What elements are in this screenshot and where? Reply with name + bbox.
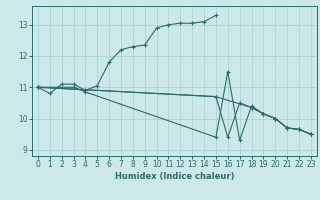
X-axis label: Humidex (Indice chaleur): Humidex (Indice chaleur) [115, 172, 234, 181]
